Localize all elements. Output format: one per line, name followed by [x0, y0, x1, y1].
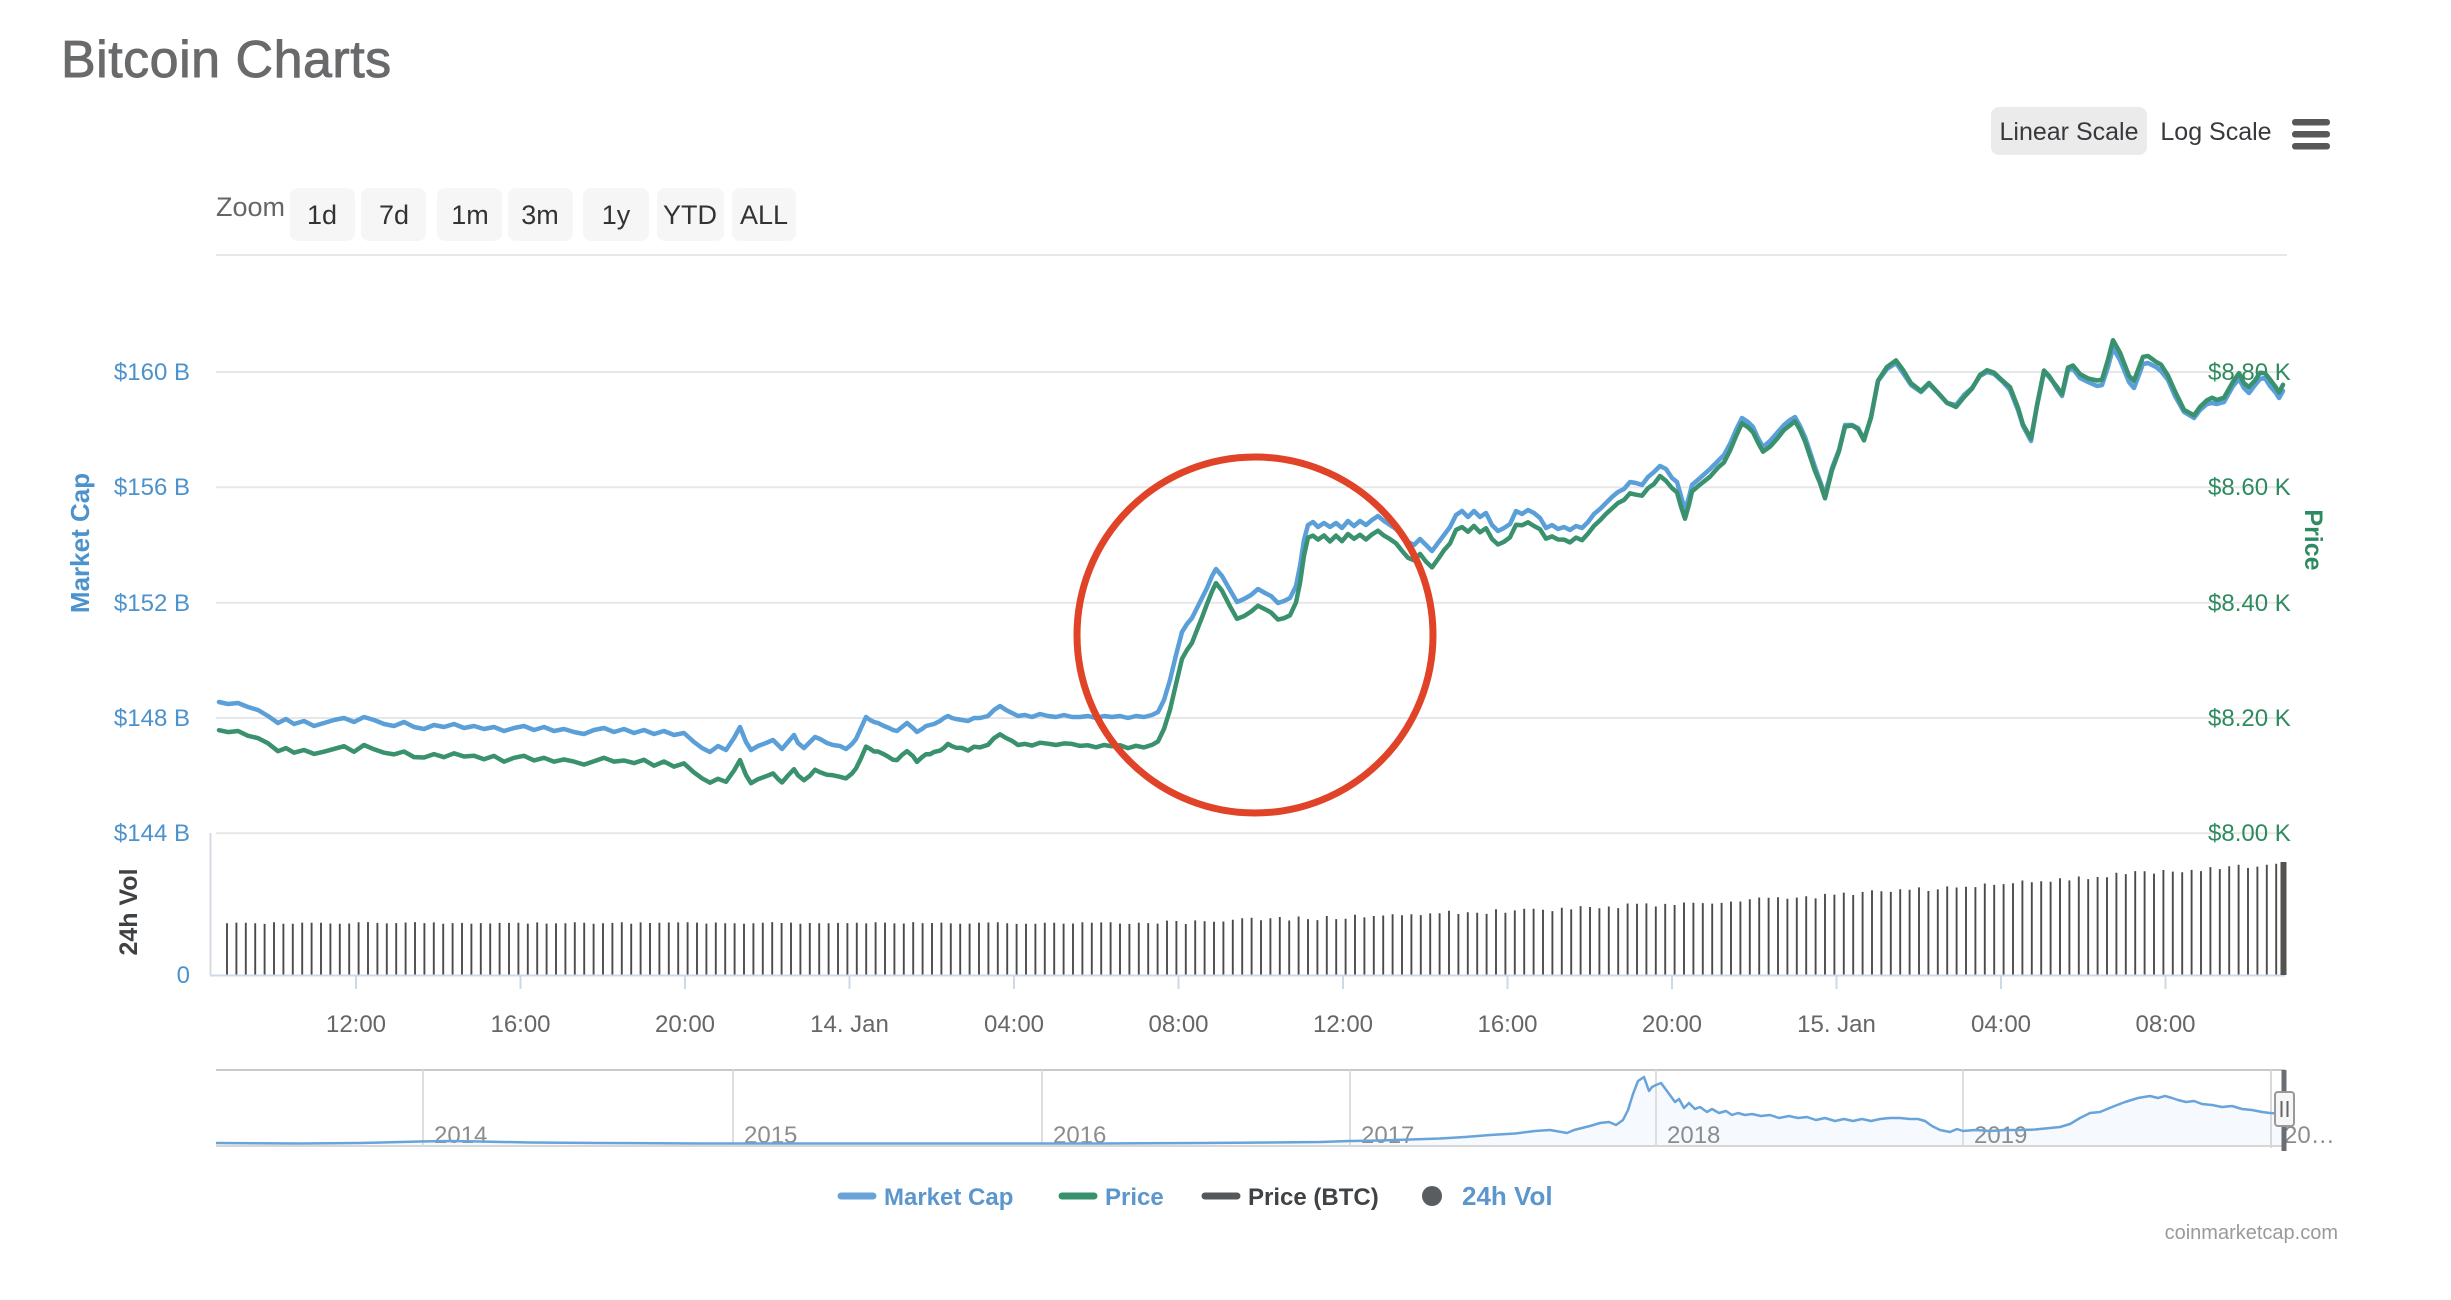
svg-text:24h Vol: 24h Vol: [1462, 1181, 1553, 1211]
svg-text:$8.20 K: $8.20 K: [2208, 705, 2291, 732]
svg-text:2015: 2015: [744, 1122, 797, 1149]
svg-text:ALL: ALL: [740, 200, 788, 230]
svg-text:04:00: 04:00: [1971, 1011, 2031, 1038]
svg-text:Zoom: Zoom: [216, 192, 285, 222]
svg-text:Market Cap: Market Cap: [65, 473, 95, 613]
svg-text:2016: 2016: [1053, 1122, 1106, 1149]
svg-text:15. Jan: 15. Jan: [1797, 1011, 1876, 1038]
svg-text:20:00: 20:00: [1642, 1011, 1702, 1038]
svg-text:$8.00 K: $8.00 K: [2208, 820, 2291, 847]
svg-text:2018: 2018: [1667, 1122, 1720, 1149]
svg-text:$8.80 K: $8.80 K: [2208, 359, 2291, 386]
svg-text:14. Jan: 14. Jan: [810, 1011, 889, 1038]
svg-text:0: 0: [177, 962, 190, 989]
svg-text:YTD: YTD: [663, 200, 717, 230]
svg-text:2019: 2019: [1974, 1122, 2027, 1149]
svg-text:Market Cap: Market Cap: [884, 1184, 1013, 1211]
svg-text:Price: Price: [2299, 509, 2327, 570]
svg-text:Log Scale: Log Scale: [2160, 118, 2271, 146]
svg-text:coinmarketcap.com: coinmarketcap.com: [2165, 1222, 2338, 1244]
svg-text:08:00: 08:00: [1148, 1011, 1208, 1038]
svg-text:04:00: 04:00: [984, 1011, 1044, 1038]
svg-text:1m: 1m: [451, 200, 489, 230]
svg-text:16:00: 16:00: [490, 1011, 550, 1038]
svg-text:Price: Price: [1105, 1184, 1164, 1211]
svg-text:2017: 2017: [1361, 1122, 1414, 1149]
svg-text:2014: 2014: [434, 1122, 487, 1149]
svg-text:12:00: 12:00: [326, 1011, 386, 1038]
svg-text:20:00: 20:00: [655, 1011, 715, 1038]
svg-text:$152 B: $152 B: [114, 590, 190, 617]
svg-text:3m: 3m: [521, 200, 559, 230]
svg-text:12:00: 12:00: [1313, 1011, 1373, 1038]
svg-text:08:00: 08:00: [2135, 1011, 2195, 1038]
svg-text:1y: 1y: [602, 200, 631, 230]
svg-text:$148 B: $148 B: [114, 705, 190, 732]
svg-text:24h Vol: 24h Vol: [115, 868, 143, 955]
svg-text:Price (BTC): Price (BTC): [1248, 1184, 1379, 1211]
svg-text:$8.60 K: $8.60 K: [2208, 474, 2291, 501]
svg-text:$144 B: $144 B: [114, 820, 190, 847]
svg-text:1d: 1d: [307, 200, 337, 230]
svg-text:$160 B: $160 B: [114, 359, 190, 386]
svg-text:$156 B: $156 B: [114, 474, 190, 501]
svg-text:Linear Scale: Linear Scale: [2000, 118, 2139, 146]
svg-text:7d: 7d: [379, 200, 409, 230]
svg-text:Bitcoin Charts: Bitcoin Charts: [61, 31, 392, 89]
svg-text:16:00: 16:00: [1477, 1011, 1537, 1038]
svg-text:$8.40 K: $8.40 K: [2208, 590, 2291, 617]
